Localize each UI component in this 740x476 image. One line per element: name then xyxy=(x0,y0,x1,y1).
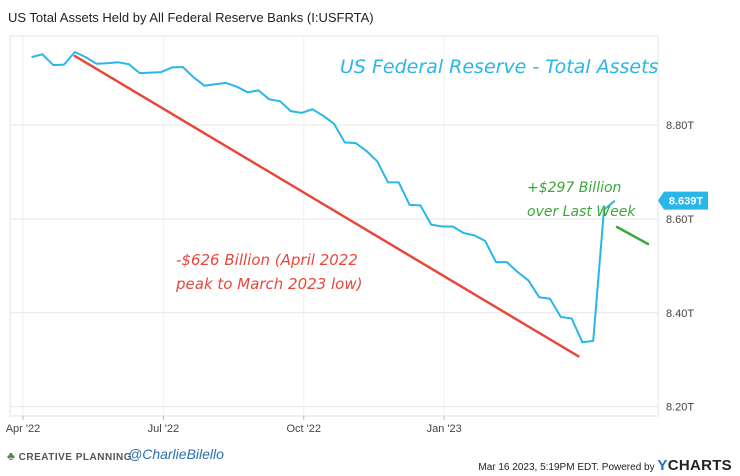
ycharts-logo[interactable]: YCHARTS xyxy=(657,457,732,474)
footer-attribution: Mar 16 2023, 5:19PM EDT. Powered by YCHA… xyxy=(478,457,732,474)
series-line-total-assets xyxy=(31,51,616,344)
series-layer xyxy=(31,51,616,344)
trend-annotation xyxy=(73,54,580,358)
y-tick-label: 8.60T xyxy=(666,214,694,226)
axes xyxy=(9,35,659,420)
y-tick-label: 8.40T xyxy=(666,308,694,320)
annotation-title: US Federal Reserve - Total Assets xyxy=(340,56,659,78)
plot-frame xyxy=(9,35,659,417)
annotation-drop-line1: -$626 Billion (April 2022 xyxy=(176,251,358,269)
last-value-badge xyxy=(658,191,708,210)
annotations: US Federal Reserve - Total Assets -$626 B… xyxy=(175,56,659,293)
annotation-rise-line1: +$297 Billion xyxy=(527,180,621,196)
x-tick-label: Jan '23 xyxy=(427,423,462,435)
ycharts-rest: CHARTS xyxy=(667,457,732,474)
brand-name: CREATIVE PLANNING xyxy=(18,452,132,463)
x-tick-label: Apr '22 xyxy=(6,423,41,435)
x-tick-label: Oct '22 xyxy=(287,423,322,435)
footer-handle: @CharlieBilello xyxy=(128,446,224,462)
annotation-rise-line2: over Last Week xyxy=(527,204,636,220)
last-value-label: 8.639T xyxy=(669,196,704,208)
chart-title: US Total Assets Held by All Federal Rese… xyxy=(8,10,374,25)
footer-timestamp: Mar 16 2023, 5:19PM EDT. xyxy=(478,462,599,473)
grid-lines xyxy=(10,36,658,416)
footer-powered: Powered by xyxy=(601,462,655,473)
y-tick-label: 8.20T xyxy=(666,402,694,414)
brand-tree-icon: ♣ xyxy=(7,449,16,463)
y-tick-label: 8.80T xyxy=(666,120,694,132)
tick-labels: 8.20T 8.40T 8.60T 8.80T Apr '22 Jul '22 Oct '2… xyxy=(6,120,708,435)
x-tick-label: Jul '22 xyxy=(148,423,179,435)
trend-line xyxy=(73,54,580,358)
annotation-drop-line2: peak to March 2023 low) xyxy=(175,275,362,293)
ycharts-y: Y xyxy=(657,457,668,474)
footer-brand: ♣ CREATIVE PLANNING xyxy=(7,449,132,463)
annotation-rise-arrow xyxy=(615,225,650,246)
